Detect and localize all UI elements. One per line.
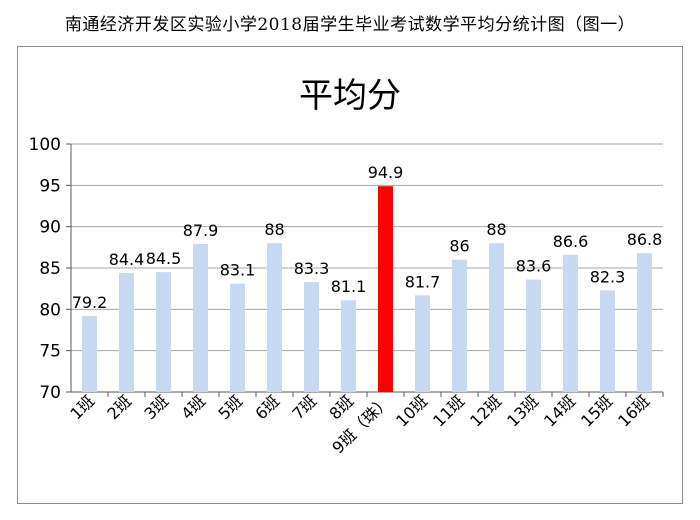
data-label: 81.7 [405,272,441,291]
bar-9 [378,186,393,392]
data-label: 84.5 [146,249,182,268]
y-tick-label: 80 [39,300,61,320]
x-tick-label: 11班 [429,391,468,430]
bar-7 [304,282,319,392]
data-label: 79.2 [72,293,108,312]
y-tick-label: 75 [39,342,61,362]
x-tick-label: 10班 [392,391,431,430]
data-label: 86 [449,237,469,256]
x-tick-label: 13班 [503,391,542,430]
data-label: 86.6 [553,232,589,251]
bar-6 [267,243,282,392]
data-label: 86.8 [627,230,663,249]
x-tick-label: 15班 [577,391,616,430]
data-labels: 79.2 84.4 84.587.9 83.1 88 83.381.1 94.9 81.7 86… [72,163,663,312]
data-label: 82.3 [590,267,626,286]
x-tick-label: 12班 [466,391,505,430]
x-tick-label: 16班 [614,391,653,430]
bar-1 [82,315,97,392]
y-tick-label: 100 [29,135,61,155]
x-axis-ticks: 1班 2班 3班 4班 5班 6班 7班 8班9班（珠）10班11班12班13班14班15班1… [66,391,653,457]
bar-15 [600,290,615,392]
data-label: 94.9 [368,163,404,182]
bar-13 [526,279,541,392]
x-tick-label: 14班 [540,391,579,430]
y-tick-label: 90 [39,218,61,238]
data-label: 88 [264,220,284,239]
x-tick-label: 1班 [66,391,98,423]
bar-4 [193,244,208,392]
page-title: 南通经济开发区实验小学2018届学生毕业考试数学平均分统计图（图一） [64,15,636,35]
data-label: 88 [486,220,506,239]
data-label: 83.6 [516,257,552,276]
chart-title: 平均分 [299,76,401,116]
bar-16 [637,253,652,392]
y-tick-label: 85 [39,259,61,279]
y-axis-ticks: 70 75 80 85 90 95 100 [29,135,61,403]
bar-10 [415,295,430,392]
bar-3 [156,272,171,392]
bar-8 [341,300,356,392]
bar-14 [563,254,578,392]
data-label: 83.3 [294,259,330,278]
data-label: 81.1 [331,277,367,296]
bar-2 [119,272,134,392]
data-label: 87.9 [183,221,219,240]
data-label: 83.1 [220,261,256,280]
y-tick-label: 70 [39,383,61,403]
bar-12 [489,243,504,392]
data-label: 84.4 [109,250,145,269]
bars [82,186,652,392]
bar-5 [230,283,245,392]
bar-11 [452,259,467,392]
y-tick-label: 95 [39,176,61,196]
